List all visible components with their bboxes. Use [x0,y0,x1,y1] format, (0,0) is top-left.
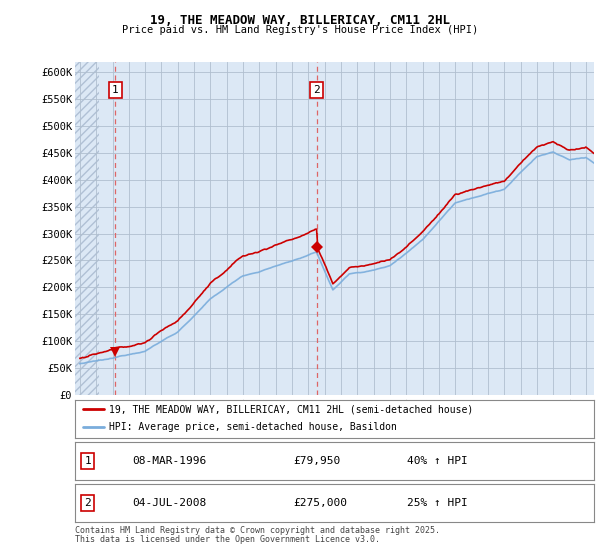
Text: 2: 2 [85,498,91,508]
Text: £79,950: £79,950 [293,456,340,466]
Text: 19, THE MEADOW WAY, BILLERICAY, CM11 2HL (semi-detached house): 19, THE MEADOW WAY, BILLERICAY, CM11 2HL… [109,404,473,414]
Text: 19, THE MEADOW WAY, BILLERICAY, CM11 2HL: 19, THE MEADOW WAY, BILLERICAY, CM11 2HL [150,14,450,27]
Text: HPI: Average price, semi-detached house, Basildon: HPI: Average price, semi-detached house,… [109,422,397,432]
Text: 04-JUL-2008: 04-JUL-2008 [132,498,206,508]
Text: 1: 1 [112,85,119,95]
Bar [75,62,100,395]
Text: Contains HM Land Registry data © Crown copyright and database right 2025.: Contains HM Land Registry data © Crown c… [75,526,440,535]
Text: 08-MAR-1996: 08-MAR-1996 [132,456,206,466]
Text: £275,000: £275,000 [293,498,347,508]
Text: 25% ↑ HPI: 25% ↑ HPI [407,498,468,508]
Text: 1: 1 [85,456,91,466]
Text: This data is licensed under the Open Government Licence v3.0.: This data is licensed under the Open Gov… [75,535,380,544]
Text: 2: 2 [313,85,320,95]
Text: Price paid vs. HM Land Registry's House Price Index (HPI): Price paid vs. HM Land Registry's House … [122,25,478,35]
Text: 40% ↑ HPI: 40% ↑ HPI [407,456,468,466]
